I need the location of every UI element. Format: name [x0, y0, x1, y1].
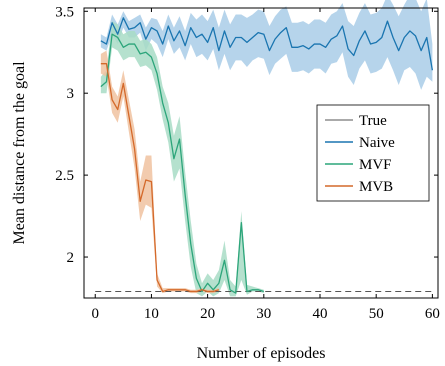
y-tick-label: 3.5 — [55, 4, 74, 20]
x-tick-label: 10 — [144, 306, 159, 322]
y-tick-label: 2 — [67, 250, 75, 266]
legend-label: MVF — [359, 157, 392, 173]
x-tick-label: 0 — [91, 306, 99, 322]
x-tick-label: 40 — [313, 306, 328, 322]
y-axis-label: Mean distance from the goal — [11, 61, 28, 245]
legend: True Naive MVF MVB — [316, 104, 430, 202]
plot-frame — [83, 7, 439, 299]
mvb-confidence-band — [100, 50, 219, 294]
legend-label: MVB — [359, 179, 393, 195]
naive-confidence-band — [100, 0, 433, 90]
y-tick-label: 2.5 — [55, 168, 74, 184]
y-axis: 2 2.5 3 3.5 — [55, 4, 438, 266]
x-axis: 0 10 20 30 40 50 60 — [91, 8, 440, 322]
plot-area — [83, 0, 439, 299]
mvb-line — [100, 63, 220, 293]
x-tick-label: 30 — [256, 306, 271, 322]
x-tick-label: 60 — [425, 306, 440, 322]
series-lines — [95, 17, 434, 294]
legend-label: True — [359, 113, 387, 129]
mvf-confidence-band — [100, 21, 264, 297]
confidence-bands — [100, 0, 433, 297]
legend-box — [316, 104, 430, 202]
x-axis-label: Number of episodes — [197, 345, 326, 362]
y-tick-label: 3 — [67, 86, 75, 102]
legend-label: Naive — [359, 135, 395, 151]
x-tick-label: 20 — [200, 306, 215, 322]
mvf-line — [100, 33, 264, 294]
x-tick-label: 50 — [369, 306, 384, 322]
naive-line — [100, 17, 434, 71]
